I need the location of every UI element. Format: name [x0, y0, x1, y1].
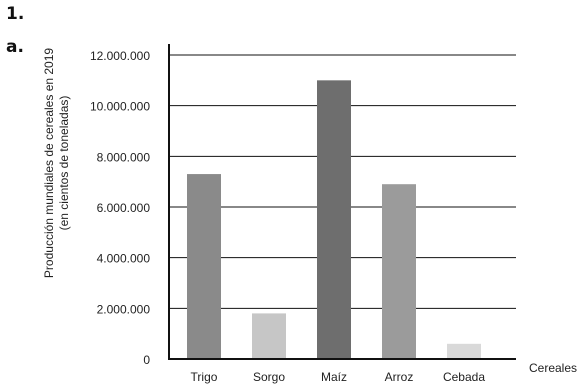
x-tick-labels: Trigo Sorgo Maíz Arroz Cebada: [191, 370, 486, 384]
y-tick-label: 0: [143, 353, 150, 367]
x-tick-label: Trigo: [191, 370, 218, 384]
y-tick-label: 10.000.000: [90, 100, 150, 114]
y-tick-labels: 0 2.000.000 4.000.000 6.000.000 8.000.000 10.…: [90, 49, 150, 367]
x-tick-label: Arroz: [385, 370, 414, 384]
y-tick-label: 6.000.000: [97, 201, 151, 215]
bar-cebada: [447, 343, 481, 359]
y-axis-title-line1: Producción mundiales de cereales en 2019: [42, 48, 56, 278]
y-tick-label: 8.000.000: [97, 150, 151, 164]
x-axis-title: Cereales: [529, 361, 577, 375]
axes: [168, 44, 516, 360]
bar-arroz: [382, 184, 416, 359]
y-axis-title-line2: (en cientos de toneladas): [57, 96, 71, 231]
bar-trigo: [187, 174, 221, 359]
x-tick-label: Cebada: [443, 370, 485, 384]
bar-maíz: [317, 80, 351, 359]
x-tick-label: Maíz: [321, 370, 347, 384]
bars: [187, 80, 481, 359]
y-tick-label: 2.000.000: [97, 302, 151, 316]
exercise-letter: a.: [6, 37, 24, 57]
x-tick-label: Sorgo: [253, 370, 285, 384]
y-tick-label: 4.000.000: [97, 252, 151, 266]
exercise-number: 1.: [6, 4, 25, 24]
bar-sorgo: [252, 313, 286, 359]
y-tick-label: 12.000.000: [90, 49, 150, 63]
